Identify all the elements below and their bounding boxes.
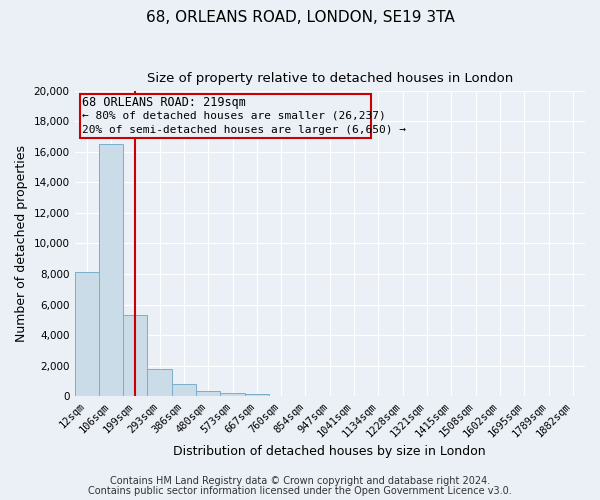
Bar xyxy=(196,390,220,396)
Title: Size of property relative to detached houses in London: Size of property relative to detached ho… xyxy=(146,72,513,86)
Text: 68, ORLEANS ROAD, LONDON, SE19 3TA: 68, ORLEANS ROAD, LONDON, SE19 3TA xyxy=(146,10,454,25)
Bar xyxy=(220,393,245,396)
Text: Contains HM Land Registry data © Crown copyright and database right 2024.: Contains HM Land Registry data © Crown c… xyxy=(110,476,490,486)
Text: 68 ORLEANS ROAD: 219sqm: 68 ORLEANS ROAD: 219sqm xyxy=(82,96,246,108)
Text: 20% of semi-detached houses are larger (6,650) →: 20% of semi-detached houses are larger (… xyxy=(82,125,406,135)
X-axis label: Distribution of detached houses by size in London: Distribution of detached houses by size … xyxy=(173,444,486,458)
Bar xyxy=(74,272,99,396)
Bar xyxy=(99,144,123,396)
Y-axis label: Number of detached properties: Number of detached properties xyxy=(15,145,28,342)
Bar xyxy=(123,315,148,396)
Text: Contains public sector information licensed under the Open Government Licence v3: Contains public sector information licen… xyxy=(88,486,512,496)
Bar xyxy=(148,368,172,396)
Text: ← 80% of detached houses are smaller (26,237): ← 80% of detached houses are smaller (26… xyxy=(82,110,386,120)
FancyBboxPatch shape xyxy=(80,94,371,138)
Bar xyxy=(245,394,269,396)
Bar xyxy=(172,384,196,396)
